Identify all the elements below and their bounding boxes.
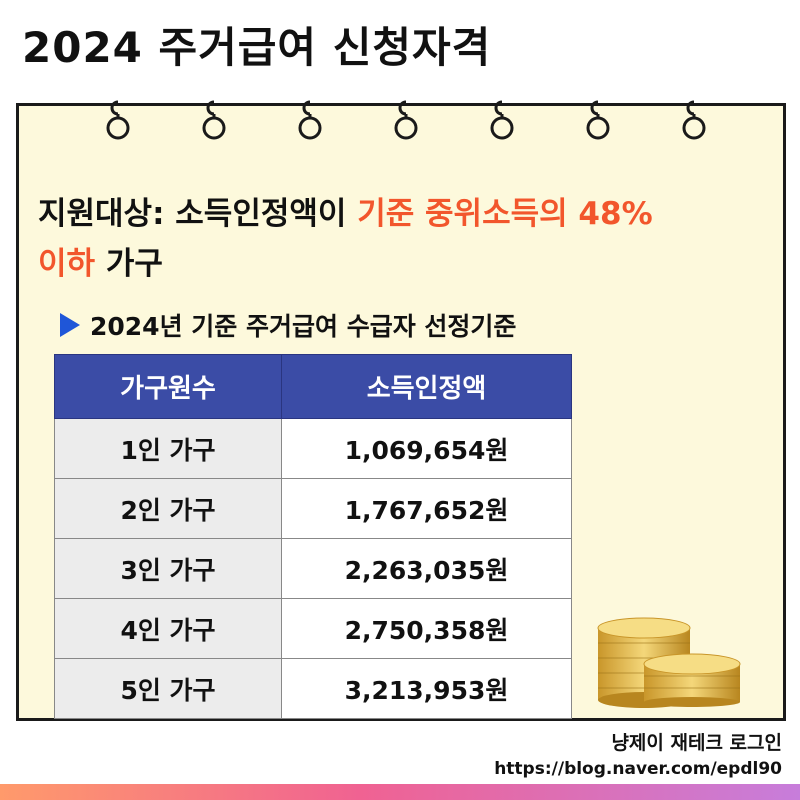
blog-url: https://blog.naver.com/epdl90 <box>494 759 782 779</box>
subheading-text: 2024년 기준 주거급여 수급자 선정기준 <box>90 312 517 341</box>
household-cell: 3인 가구 <box>54 538 282 599</box>
header-household-size: 가구원수 <box>54 354 282 419</box>
support-text-end: 가구 <box>105 245 163 282</box>
notebook-ring-icon <box>296 100 324 142</box>
header-income: 소득인정액 <box>281 354 572 419</box>
support-text-red-2: 이하 <box>38 245 96 282</box>
income-cell: 1,767,652원 <box>281 478 572 539</box>
page-title: 2024 주거급여 신청자격 <box>22 23 492 72</box>
triangle-bullet-icon <box>60 313 80 337</box>
household-cell: 2인 가구 <box>54 478 282 539</box>
notebook-ring-icon <box>200 100 228 142</box>
notebook-ring-icon <box>392 100 420 142</box>
notebook-ring-icon <box>104 100 132 142</box>
household-cell: 4인 가구 <box>54 598 282 659</box>
section-subheading: 2024년 기준 주거급여 수급자 선정기준 <box>60 307 516 343</box>
household-cell: 5인 가구 <box>54 658 282 719</box>
gold-coins-icon <box>597 617 741 708</box>
gradient-footer-bar <box>0 784 800 800</box>
notebook-ring-icon <box>488 100 516 142</box>
notebook-ring-icon <box>680 100 708 142</box>
table-row: 4인 가구 2,750,358원 <box>54 598 572 659</box>
credit-block: 냥제이 재테크 로그인 https://blog.naver.com/epdl9… <box>494 728 782 779</box>
blog-name: 냥제이 재테크 로그인 <box>611 732 782 754</box>
support-text-red-1: 기준 중위소득의 48% <box>357 196 653 232</box>
table-row: 2인 가구 1,767,652원 <box>54 478 572 539</box>
notebook-ring-icon <box>584 100 612 142</box>
table-row: 3인 가구 2,263,035원 <box>54 538 572 599</box>
household-cell: 1인 가구 <box>54 418 282 479</box>
income-cell: 1,069,654원 <box>281 418 572 479</box>
table-row: 1인 가구 1,069,654원 <box>54 418 572 479</box>
income-cell: 2,750,358원 <box>281 598 572 659</box>
support-label: 지원대상: <box>38 196 165 232</box>
income-cell: 2,263,035원 <box>281 538 572 599</box>
table-row: 5인 가구 3,213,953원 <box>54 658 572 719</box>
income-cell: 3,213,953원 <box>281 658 572 719</box>
table-header-row: 가구원수 소득인정액 <box>54 354 572 419</box>
income-table: 가구원수 소득인정액 1인 가구 1,069,654원 2인 가구 1,767,… <box>54 354 572 719</box>
support-text-black: 소득인정액이 <box>175 196 347 232</box>
support-text: 지원대상: 소득인정액이 기준 중위소득의 48% 이하 가구 <box>38 190 778 289</box>
